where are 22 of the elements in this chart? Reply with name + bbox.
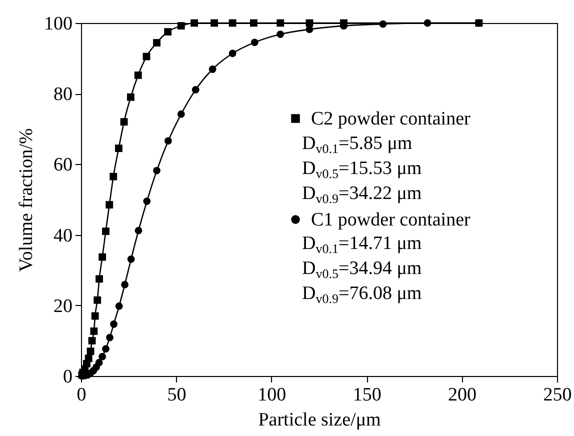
annotation: D$_{v0.5}$=34.94 μm bbox=[302, 257, 422, 281]
x-axis-title: Particle size/μm bbox=[258, 410, 381, 430]
y-tick-label: 40 bbox=[54, 225, 72, 246]
y-tick-label: 0 bbox=[63, 366, 72, 388]
annotation: D$_{v0.9}$=76.08 μm bbox=[302, 282, 422, 306]
y-tick-label: 20 bbox=[54, 296, 72, 317]
y-tick-label: 80 bbox=[54, 84, 72, 106]
x-tick-label: 150 bbox=[352, 384, 382, 406]
x-tick-label: 250 bbox=[543, 384, 572, 406]
x-tick-label: 200 bbox=[448, 384, 477, 406]
x-tick-label: 50 bbox=[167, 384, 186, 406]
annotation: D$_{v0.1}$=14.71 μm bbox=[302, 232, 422, 256]
y-tick-label: 60 bbox=[54, 154, 72, 176]
annotation: D$_{v0.9}$=34.22 μm bbox=[302, 182, 422, 206]
legend-label: C2 powder container bbox=[311, 108, 472, 130]
x-tick-label: 100 bbox=[258, 384, 286, 406]
y-axis-title: Volume fraction/% bbox=[16, 128, 37, 272]
x-tick-label: 0 bbox=[76, 384, 86, 406]
legend-label: C1 powder container bbox=[311, 210, 472, 230]
annotation: D$_{v0.5}$=15.53 μm bbox=[302, 157, 422, 181]
y-tick-label: 100 bbox=[44, 14, 72, 34]
annotation: D$_{v0.1}$=5.85 μm bbox=[302, 132, 412, 156]
